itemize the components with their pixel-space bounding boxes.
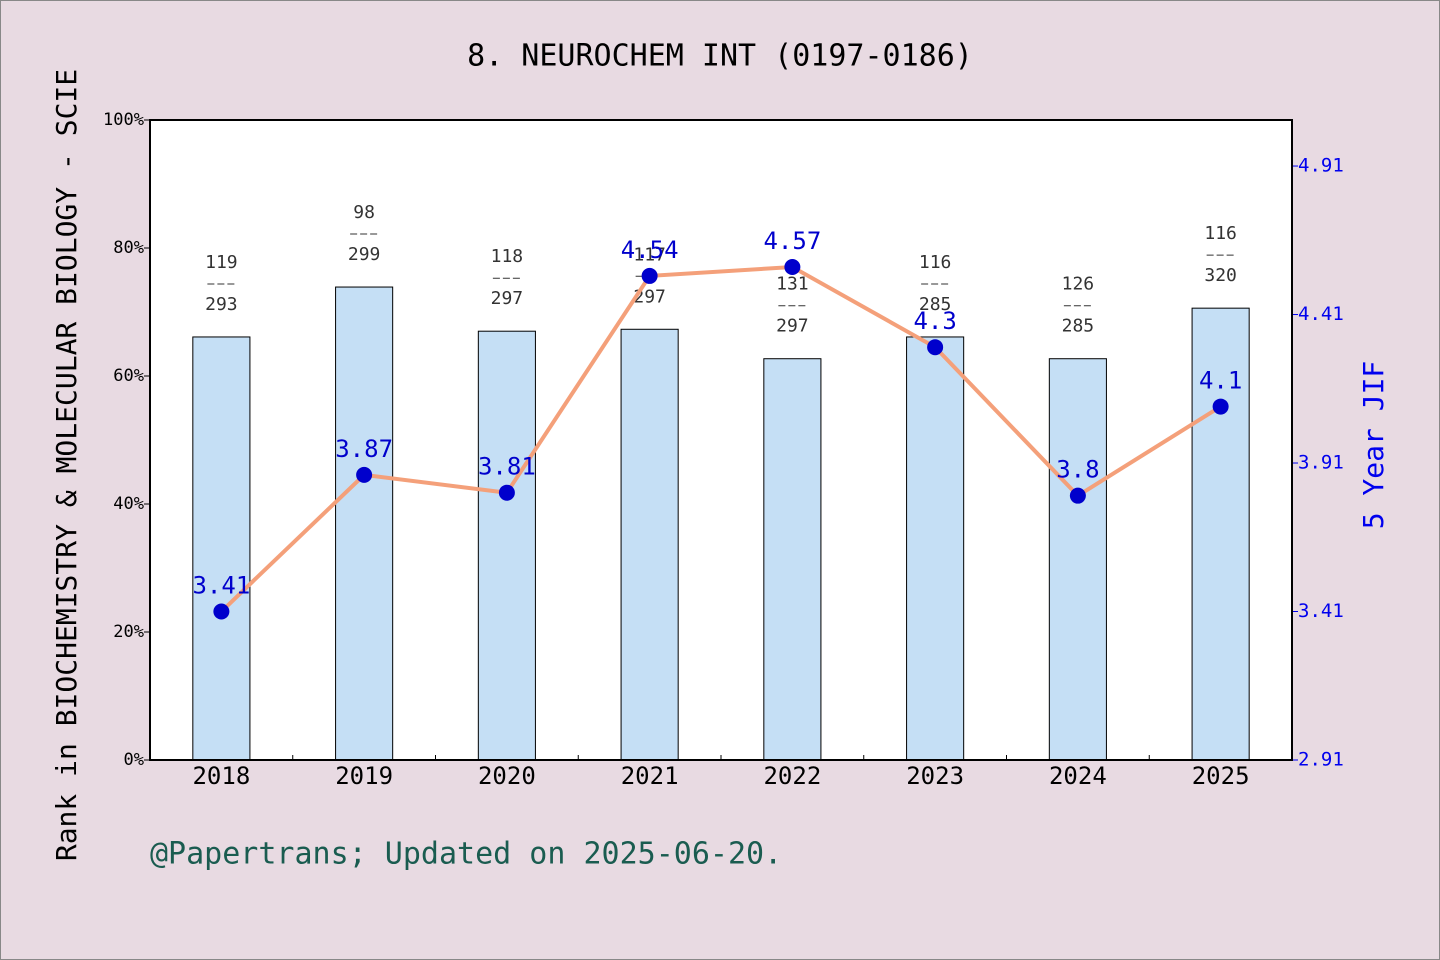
y2-tick-label: 3.91 (1298, 452, 1344, 474)
rank-label: 119 (205, 252, 238, 273)
total-label: 297 (491, 288, 524, 309)
jif-point (784, 259, 801, 276)
x-tick-label: 2018 (192, 762, 250, 790)
x-tick-label: 2024 (1049, 762, 1107, 790)
bar (1048, 358, 1107, 761)
jif-point (641, 267, 658, 284)
rank-label: 117 (633, 244, 666, 265)
total-label: 285 (1062, 316, 1095, 337)
total-label: 293 (205, 294, 238, 315)
x-tick-label: 2021 (621, 762, 679, 790)
jif-point (498, 484, 515, 501)
rank-label: 116 (1204, 223, 1237, 244)
y-tick-label: 80% (113, 238, 144, 258)
rank-label: 98 (353, 202, 375, 223)
rank-label: 118 (491, 246, 524, 267)
bar (335, 286, 394, 761)
y-tick-label: 20% (113, 622, 144, 642)
jif-point (1069, 487, 1086, 504)
bar (192, 336, 251, 761)
y-tick-label: 60% (113, 366, 144, 386)
jif-label: 4.57 (763, 227, 821, 255)
jif-line (219, 264, 1222, 613)
y2-tick-label: 4.91 (1298, 155, 1344, 177)
x-tick-label: 2023 (906, 762, 964, 790)
bar (1191, 307, 1250, 761)
bar (620, 328, 679, 761)
rank-label: 131 (776, 274, 809, 295)
jif-label: 4.1 (1199, 367, 1242, 395)
jif-point (356, 466, 373, 483)
bar (763, 358, 822, 761)
y2-tick-label: 3.41 (1298, 600, 1344, 622)
jif-label: 3.41 (192, 572, 250, 600)
y2-tick-label: 2.91 (1298, 749, 1344, 771)
jif-label: 4.3 (913, 307, 956, 335)
bar (906, 336, 965, 761)
x-tick-label: 2025 (1192, 762, 1250, 790)
y-axis-label: Rank in BIOCHEMISTRY & MOLECULAR BIOLOGY… (50, 69, 83, 861)
rank-label: 126 (1062, 274, 1095, 295)
plot-area (150, 120, 1292, 760)
x-tick-label: 2022 (763, 762, 821, 790)
jif-point (213, 603, 230, 620)
chart-title: 8. NEUROCHEM INT (0197-0186) (467, 39, 973, 74)
total-label: 297 (776, 316, 809, 337)
jif-label: 4.54 (621, 236, 679, 264)
footer: @Papertrans; Updated on 2025-06-20. (150, 837, 782, 872)
total-label: 285 (919, 294, 952, 315)
jif-point (927, 339, 944, 356)
total-label: 320 (1204, 265, 1237, 286)
jif-label: 3.8 (1056, 456, 1099, 484)
x-tick-label: 2019 (335, 762, 393, 790)
jif-label: 3.81 (478, 453, 536, 481)
total-label: 299 (348, 244, 381, 265)
jif-point (1212, 398, 1229, 415)
y-tick-label: 40% (113, 494, 144, 514)
bar (477, 330, 536, 761)
jif-label: 3.87 (335, 435, 393, 463)
x-tick-label: 2020 (478, 762, 536, 790)
y2-axis-label: 5 Year JIF (1357, 361, 1390, 530)
plot-border (149, 119, 1293, 761)
y-tick-label: 100% (103, 110, 144, 130)
y-tick-label: 0% (124, 750, 144, 770)
rank-label: 116 (919, 252, 952, 273)
y2-tick-label: 4.41 (1298, 303, 1344, 325)
